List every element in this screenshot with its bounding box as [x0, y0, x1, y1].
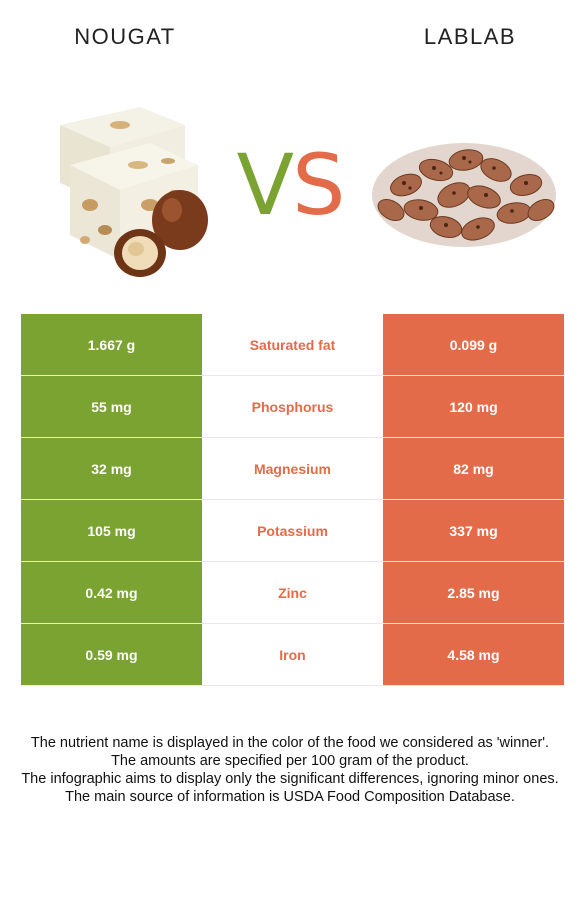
- lablab-image: [372, 143, 556, 247]
- left-value: 0.59 mg: [21, 623, 202, 686]
- right-value: 120 mg: [383, 375, 564, 438]
- nutrient-name: Zinc: [202, 561, 383, 624]
- note-source: The main source of information is USDA F…: [65, 789, 515, 805]
- right-value: 4.58 mg: [383, 623, 564, 686]
- nutrient-name: Phosphorus: [202, 375, 383, 438]
- left-value: 105 mg: [21, 499, 202, 562]
- right-value: 2.85 mg: [383, 561, 564, 624]
- note-significance: The infographic aims to display only the…: [21, 771, 559, 787]
- nutrient-name: Saturated fat: [202, 314, 383, 376]
- note-amounts: The amounts are specified per 100 gram o…: [111, 753, 469, 769]
- nutrient-name: Magnesium: [202, 437, 383, 500]
- note-winner: The nutrient name is displayed in the co…: [30, 735, 550, 751]
- left-food-title: NOUGAT: [74, 24, 176, 49]
- nutrient-name: Potassium: [202, 499, 383, 562]
- right-value: 0.099 g: [383, 314, 564, 376]
- footnotes: The nutrient name is displayed in the co…: [20, 734, 560, 806]
- right-food-title: LABLAB: [423, 24, 517, 49]
- left-value: 1.667 g: [21, 314, 202, 376]
- comparison-table: 1.667 g Saturated fat 0.099 g 55 mg Phosphor…: [21, 314, 564, 686]
- vs-v: V: [236, 136, 294, 234]
- left-value: 55 mg: [21, 375, 202, 438]
- table-row: 1.667 g Saturated fat 0.099 g: [21, 314, 564, 376]
- right-value: 82 mg: [383, 437, 564, 500]
- table-row: 0.42 mg Zinc 2.85 mg: [21, 561, 564, 624]
- left-value: 0.42 mg: [21, 561, 202, 624]
- table-row: 55 mg Phosphorus 120 mg: [21, 375, 564, 438]
- right-value: 337 mg: [383, 499, 564, 562]
- nougat-image: [60, 107, 208, 277]
- left-value: 32 mg: [21, 437, 202, 500]
- table-row: 105 mg Potassium 337 mg: [21, 499, 564, 562]
- table-row: 32 mg Magnesium 82 mg: [21, 437, 564, 500]
- nutrient-name: Iron: [202, 623, 383, 686]
- vs-label: VS: [222, 140, 358, 230]
- table-row: 0.59 mg Iron 4.58 mg: [21, 623, 564, 686]
- vs-s: S: [292, 136, 345, 234]
